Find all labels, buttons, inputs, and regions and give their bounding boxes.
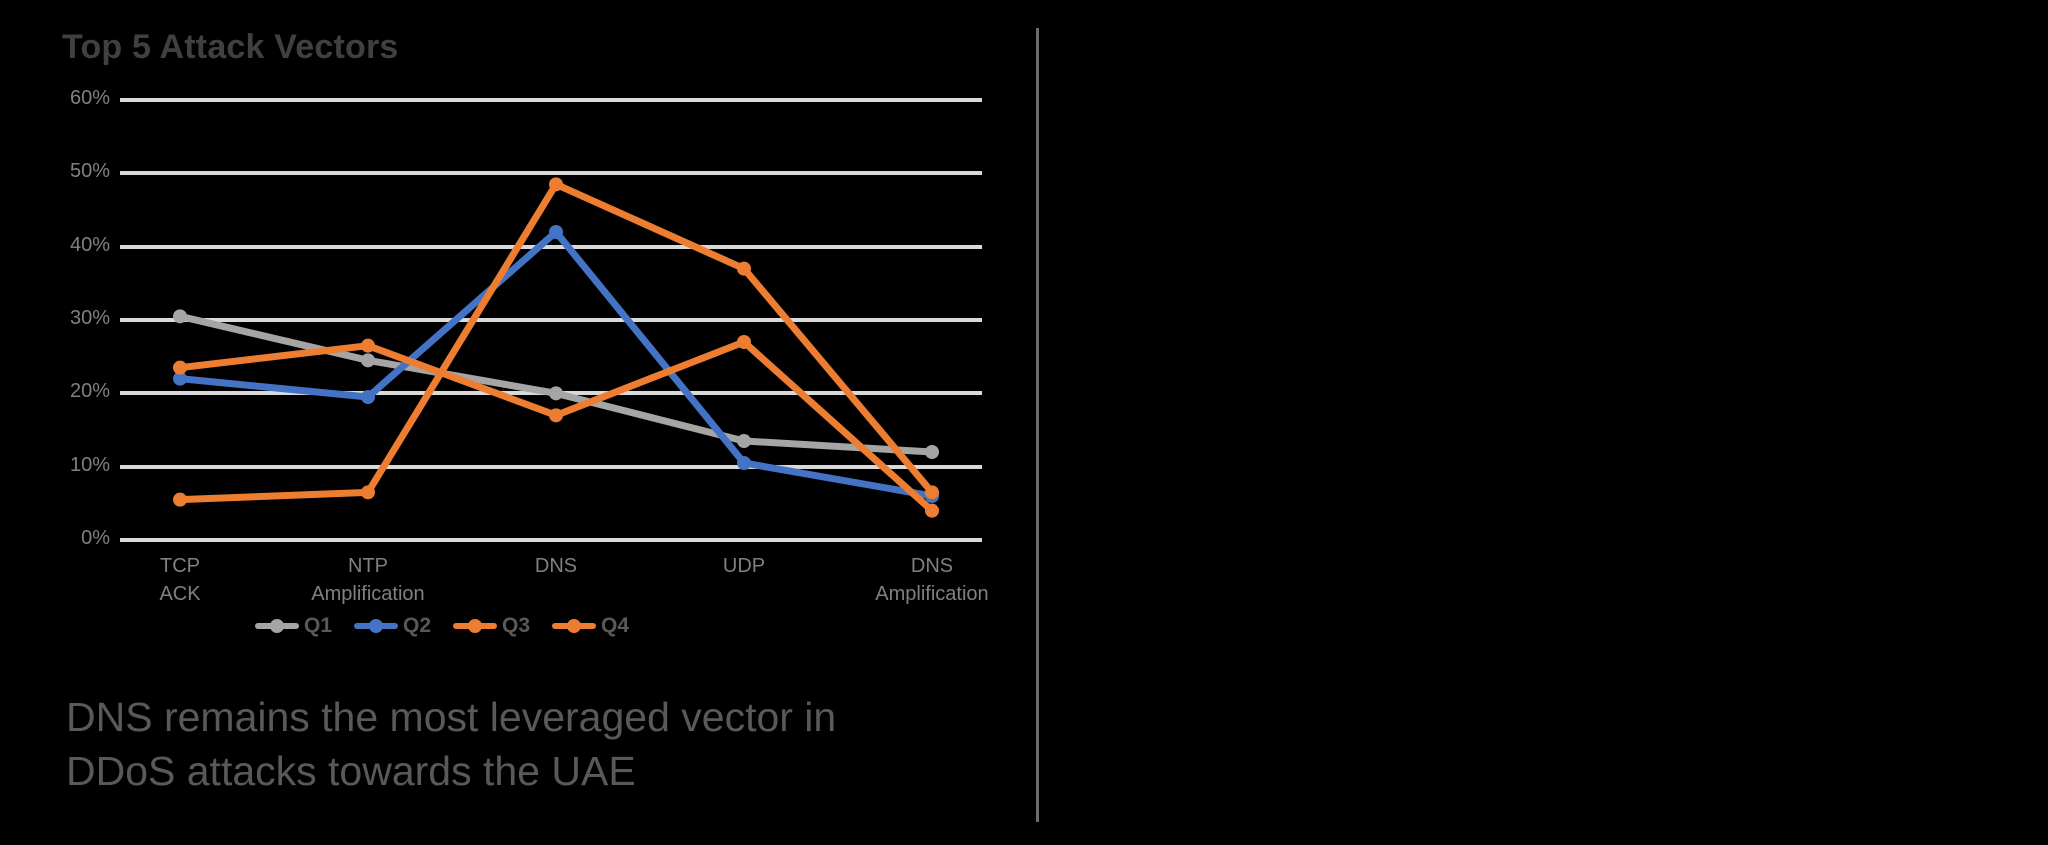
- caption-left: DNS remains the most leveraged vector in…: [66, 690, 946, 798]
- line-chart: 0% 10% 20% 30% 40% 50% 60% TCP ACK NTP Amplificat…: [62, 87, 989, 605]
- x-axis-tick-label: DNS: [534, 555, 578, 577]
- line-chart-legend: Q1 Q2 Q3 Q4: [255, 614, 629, 638]
- panel-divider: [1036, 28, 1039, 822]
- x-axis-tick-label: UDP: [722, 555, 766, 577]
- data-point-q4: [173, 492, 187, 507]
- series-line-q1: [176, 312, 936, 456]
- data-point-q2: [549, 225, 563, 239]
- legend-marker-icon: [369, 619, 384, 633]
- series-line-q3: [176, 338, 936, 515]
- data-point-q4: [549, 177, 563, 192]
- legend-label: Q4: [601, 614, 630, 637]
- data-point-q1: [549, 386, 563, 401]
- legend-swatch-icon: [255, 619, 299, 633]
- gridline: [120, 171, 982, 176]
- data-point-q2: [737, 456, 751, 470]
- page-title-left: Top 5 Attack Vectors: [62, 28, 399, 66]
- legend-item-q3[interactable]: Q3: [453, 614, 530, 638]
- y-axis-tick-label: 60%: [69, 87, 110, 109]
- data-point-q3: [549, 408, 563, 423]
- y-axis-tick-label: 20%: [69, 380, 110, 403]
- y-axis-tick-label: 40%: [69, 233, 110, 256]
- data-point-q3: [737, 335, 751, 349]
- line-chart-series: [173, 177, 939, 518]
- caption-left-line2: DDoS attacks towards the UAE: [66, 748, 636, 795]
- legend-marker-icon: [270, 619, 284, 633]
- legend-label: Q1: [304, 614, 333, 637]
- data-point-q1: [925, 445, 939, 459]
- panel-attack-vectors: Top 5 Attack Vectors 0% 10% 20% 30% 40% 50% 60…: [62, 28, 989, 798]
- data-point-q2: [361, 390, 375, 404]
- data-point-q4: [737, 261, 751, 276]
- legend-item-q4[interactable]: Q4: [552, 614, 629, 638]
- data-point-q3: [925, 503, 939, 518]
- legend-marker-icon: [567, 619, 582, 633]
- legend-swatch-icon: [552, 619, 597, 633]
- gridline: [120, 98, 982, 102]
- caption-left-line1: DNS remains the most leveraged vector in: [66, 694, 837, 740]
- data-point-q4: [361, 485, 375, 500]
- data-point-q3: [173, 360, 187, 375]
- data-point-q1: [737, 434, 751, 448]
- series-line-q2: [176, 228, 936, 500]
- legend-swatch-icon: [453, 619, 498, 633]
- legend-swatch-icon: [354, 619, 399, 633]
- data-point-q4: [925, 485, 939, 500]
- x-axis-tick-label: DNS Amplification: [875, 555, 989, 605]
- panel-multi-vector: Multi-Vector Attacks 0200004000060000800…: [1040, 0, 2048, 845]
- y-axis-tick-label: 0%: [81, 527, 110, 549]
- y-axis-tick-label: 30%: [69, 307, 110, 329]
- data-point-q3: [361, 338, 375, 353]
- y-axis-tick-label: 50%: [69, 160, 110, 183]
- data-point-q1: [361, 353, 375, 368]
- gridline: [120, 538, 982, 542]
- data-point-q2: [173, 371, 187, 386]
- legend-item-q1[interactable]: Q1: [255, 614, 332, 638]
- legend-item-q2[interactable]: Q2: [354, 614, 431, 638]
- legend-label: Q3: [502, 614, 531, 637]
- legend-marker-icon: [468, 619, 483, 633]
- y-axis-tick-label: 10%: [69, 453, 110, 476]
- legend-label: Q2: [403, 614, 432, 637]
- gridline: [120, 318, 982, 322]
- data-point-q1: [173, 309, 187, 324]
- x-axis-tick-label: NTP Amplification: [311, 555, 425, 605]
- x-axis-tick-label: TCP ACK: [159, 555, 201, 605]
- gridline: [120, 464, 982, 469]
- gridline: [120, 244, 982, 249]
